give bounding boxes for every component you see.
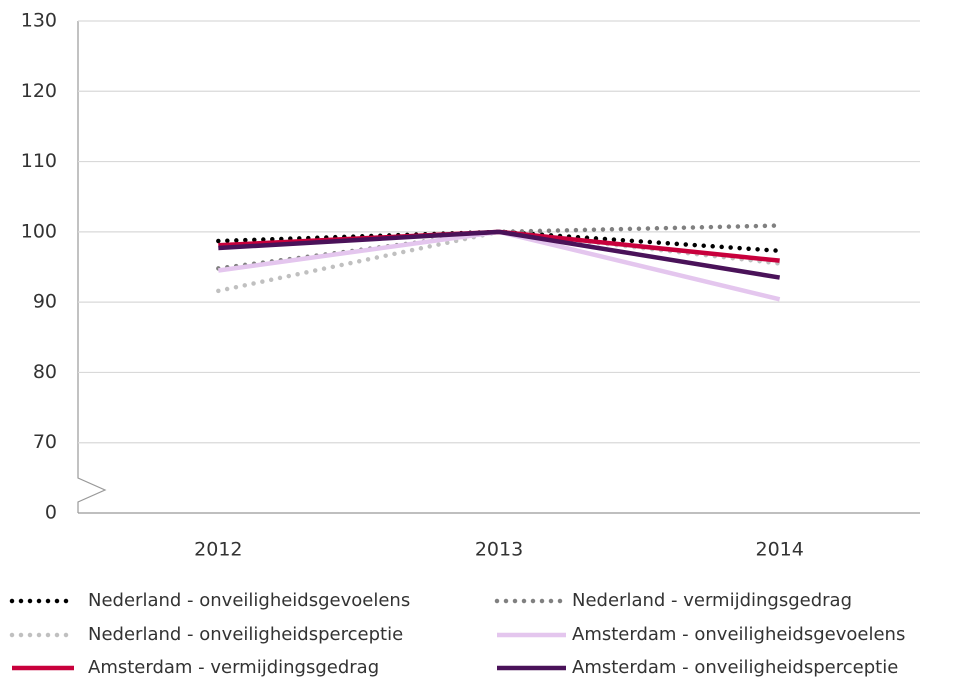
legend-label: Amsterdam - vermijdingsgedrag	[88, 657, 379, 678]
y-tick-label: 80	[33, 361, 57, 383]
legend-label: Nederland - onveiligheidsgevoelens	[88, 590, 410, 611]
legend-label: Amsterdam - onveiligheidsperceptie	[572, 657, 898, 678]
series-line	[218, 229, 781, 280]
x-tick-label: 2012	[194, 539, 242, 561]
y-tick-label: 70	[33, 431, 57, 453]
y-tick-label: 0	[45, 502, 57, 524]
legend-label: Nederland - onveiligheidsperceptie	[88, 624, 403, 645]
y-tick-label: 100	[21, 220, 57, 242]
legend-label: Nederland - vermijdingsgedrag	[572, 590, 852, 611]
x-tick-label: 2014	[755, 539, 803, 561]
x-tick-label: 2013	[475, 539, 523, 561]
y-tick-label: 110	[21, 150, 57, 172]
y-tick-label: 90	[33, 291, 57, 313]
legend-label: Amsterdam - onveiligheidsgevoelens	[572, 624, 905, 645]
y-tick-label: 120	[21, 80, 57, 102]
series-line	[216, 223, 782, 271]
y-tick-label: 130	[21, 10, 57, 32]
y-axis-break	[77, 21, 107, 513]
